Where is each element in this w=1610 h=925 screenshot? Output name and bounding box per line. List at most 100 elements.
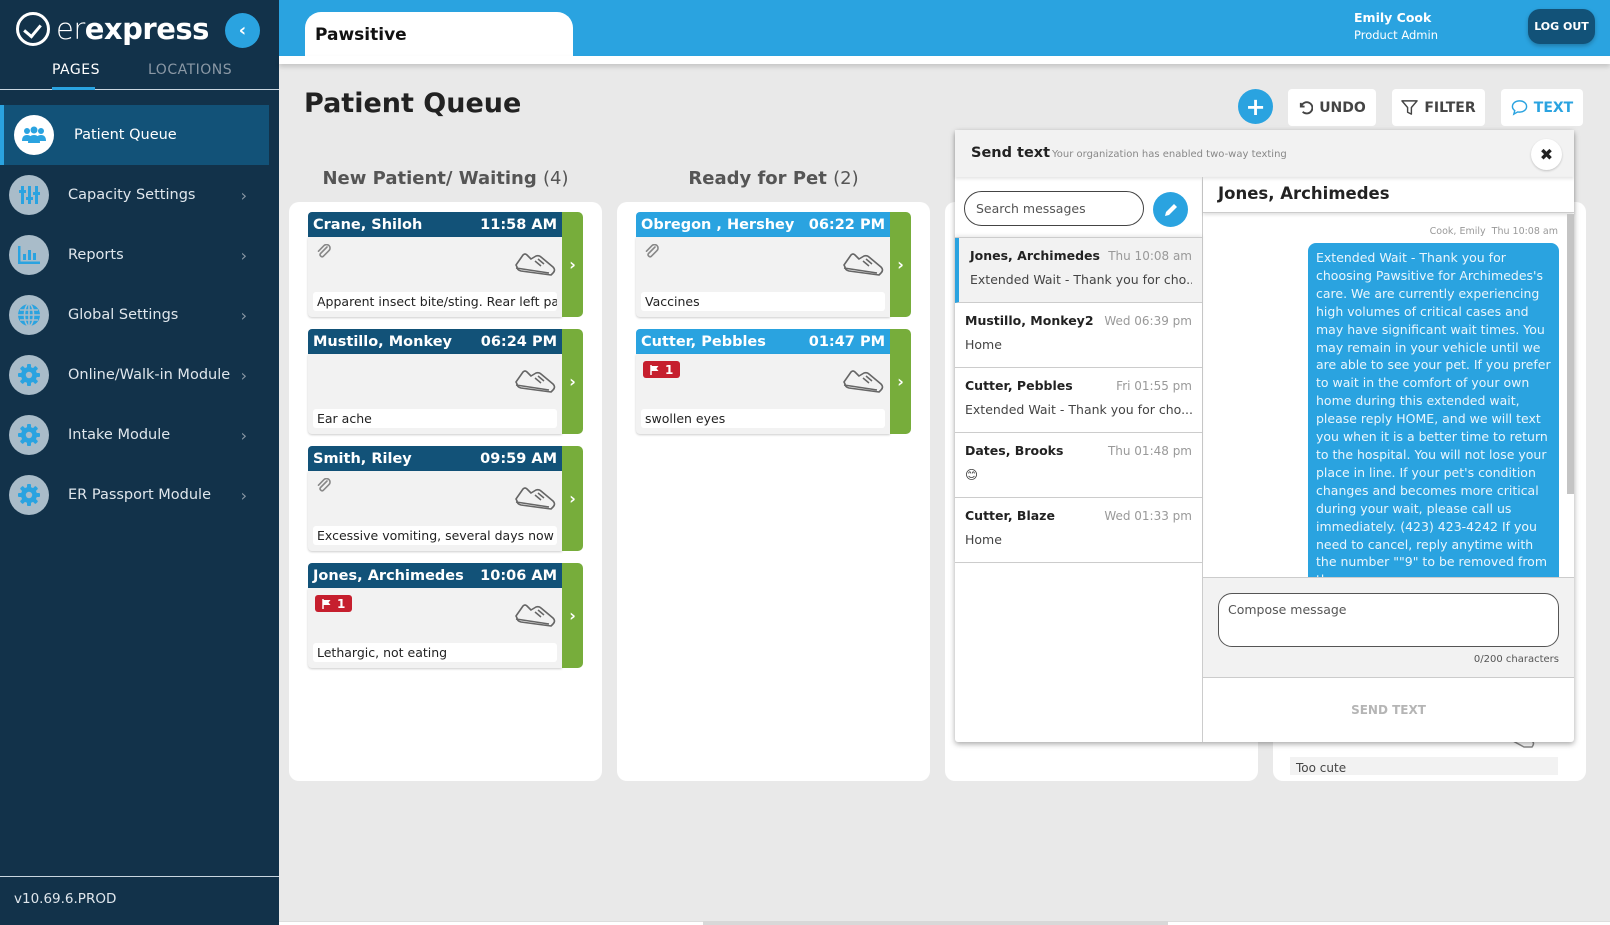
conversation-preview: Extended Wait - Thank you for cho... [970,272,1192,287]
logout-button[interactable]: LOG OUT [1528,9,1595,44]
logo-text-light: er [56,12,85,46]
flag-badge[interactable]: 1 [315,595,353,612]
patient-card[interactable]: Mustillo, Monkey 06:24 PM Ear ache › [308,329,584,434]
text-label: TEXT [1533,99,1574,116]
advance-patient-button[interactable]: › [562,212,583,317]
chevron-right-icon: › [240,485,247,505]
dialog-title: Send text [971,145,1051,161]
close-dialog-button[interactable]: ✖ [1531,139,1562,170]
chevron-right-icon: › [240,425,247,445]
plus-icon: + [1245,92,1266,121]
undo-button[interactable]: UNDO [1288,89,1376,126]
add-patient-button[interactable]: + [1238,89,1273,124]
complaint-note: Apparent insect bite/sting. Rear left pa… [313,292,557,311]
message-meta: Cook, Emily Thu 10:08 am [1430,226,1558,237]
conversation-item[interactable]: Cutter, Blaze Wed 01:33 pm Home [955,498,1202,563]
bar-chart-icon [9,235,49,275]
patient-name: Crane, Shiloh [313,216,423,233]
conversation-item[interactable]: Cutter, Pebbles Fri 01:55 pm Extended Wa… [955,368,1202,433]
paperclip-icon[interactable] [316,478,332,494]
compose-message-input[interactable] [1218,593,1559,647]
column-header-ready-for-pet: Ready for Pet (2) [617,168,930,189]
top-bar-strip [279,56,1610,64]
conversation-time: Wed 06:39 pm [1104,314,1192,328]
conversation-name: Mustillo, Monkey2 [965,313,1094,328]
gear-icon [9,415,49,455]
pencil-icon [1164,203,1177,216]
paperclip-icon[interactable] [316,244,332,260]
filter-button[interactable]: FILTER [1392,89,1485,126]
sidebar-item-intake-module[interactable]: Intake Module › [0,405,269,465]
advance-patient-button[interactable]: › [890,212,911,317]
top-bar: Pawsitive Emily Cook Product Admin LOG O… [279,0,1610,56]
sidebar-item-patient-queue[interactable]: Patient Queue [0,105,269,165]
send-text-button[interactable]: SEND TEXT [1203,677,1574,742]
patient-card[interactable]: Cutter, Pebbles 01:47 PM 1 swollen eyes › [636,329,912,434]
paperclip-icon[interactable] [644,244,660,260]
message-time: Thu 10:08 am [1491,226,1558,237]
card-body: 1 Lethargic, not eating [308,588,562,668]
patient-card[interactable]: Crane, Shiloh 11:58 AM Apparent insect bi… [308,212,584,317]
advance-patient-button[interactable]: › [562,563,583,668]
chevron-right-icon: › [240,245,247,265]
sidebar-item-label: ER Passport Module [68,487,211,503]
column-count: (2) [833,168,859,189]
user-role: Product Admin [1354,28,1438,42]
character-count: 0/200 characters [1473,654,1559,665]
patient-card[interactable]: Smith, Riley 09:59 AM Excessive vomiting,… [308,446,584,551]
conversation-name: Jones, Archimedes [970,248,1100,263]
dialog-header: Send text Your organization has enabled … [955,130,1574,177]
arrival-time: 06:24 PM [480,333,557,350]
sidebar-item-capacity-settings[interactable]: Capacity Settings › [0,165,269,225]
tab-locations[interactable]: LOCATIONS [148,62,233,78]
logo-text-bold: express [84,12,210,46]
new-message-button[interactable] [1153,192,1188,227]
organization-tab[interactable]: Pawsitive [305,12,573,56]
thread-scrollbar[interactable] [1567,214,1574,494]
conversation-item[interactable]: Jones, Archimedes Thu 10:08 am Extended … [955,238,1202,303]
logo-text: erexpress [56,12,209,46]
tab-pages[interactable]: PAGES [52,62,100,78]
clock-check-icon [16,12,50,46]
sidebar-item-label: Reports [68,247,124,263]
flag-count: 1 [337,596,346,611]
conversation-item[interactable]: Mustillo, Monkey2 Wed 06:39 pm Home [955,303,1202,368]
sidebar-item-label: Intake Module [68,427,171,443]
conversation-preview: Home [965,337,1002,352]
shoe-icon [515,604,556,627]
conversation-list-pane: Jones, Archimedes Thu 10:08 am Extended … [955,177,1203,742]
sidebar-item-er-passport-module[interactable]: ER Passport Module › [0,465,269,525]
patient-card[interactable]: Obregon , Hershey 06:22 PM Vaccines › [636,212,912,317]
complaint-note: Ear ache [313,409,557,428]
advance-patient-button[interactable]: › [562,446,583,551]
patient-name: Jones, Archimedes [313,567,464,584]
advance-patient-button[interactable]: › [562,329,583,434]
text-button[interactable]: TEXT [1501,89,1583,126]
users-icon [14,115,54,155]
conversation-time: Fri 01:55 pm [1116,379,1192,393]
horizontal-scrollbar-thumb[interactable] [703,921,1168,925]
flag-icon [650,364,659,375]
sidebar-item-global-settings[interactable]: Global Settings › [0,285,269,345]
sidebar-item-reports[interactable]: Reports › [0,225,269,285]
search-messages-input[interactable] [964,191,1144,226]
complaint-note: Vaccines [641,292,885,311]
version-label: v10.69.6.PROD [0,876,279,907]
chevron-right-icon: › [897,255,904,274]
sidebar-item-label: Patient Queue [74,127,177,143]
card-header: Smith, Riley 09:59 AM [308,446,562,471]
card-header: Mustillo, Monkey 06:24 PM [308,329,562,354]
conversation-item[interactable]: Dates, Brooks Thu 01:48 pm 😊 [955,433,1202,498]
patient-card[interactable]: Jones, Archimedes 10:06 AM 1 Lethargic, n… [308,563,584,668]
collapse-sidebar-button[interactable]: ‹ [225,13,260,48]
flag-badge[interactable]: 1 [643,361,681,378]
column-count: (4) [543,168,569,189]
dialog-subtitle: Your organization has enabled two-way te… [1052,149,1287,160]
conversation-pane: Jones, Archimedes Cook, Emily Thu 10:08 … [1203,177,1574,742]
complaint-note: swollen eyes [641,409,885,428]
sidebar-item-online-walkin-module[interactable]: Online/Walk-in Module › [0,345,269,405]
patient-name: Obregon , Hershey [641,216,795,233]
advance-patient-button[interactable]: › [890,329,911,434]
user-info: Emily Cook Product Admin [1354,10,1438,42]
column-title: New Patient/ Waiting [322,168,537,189]
